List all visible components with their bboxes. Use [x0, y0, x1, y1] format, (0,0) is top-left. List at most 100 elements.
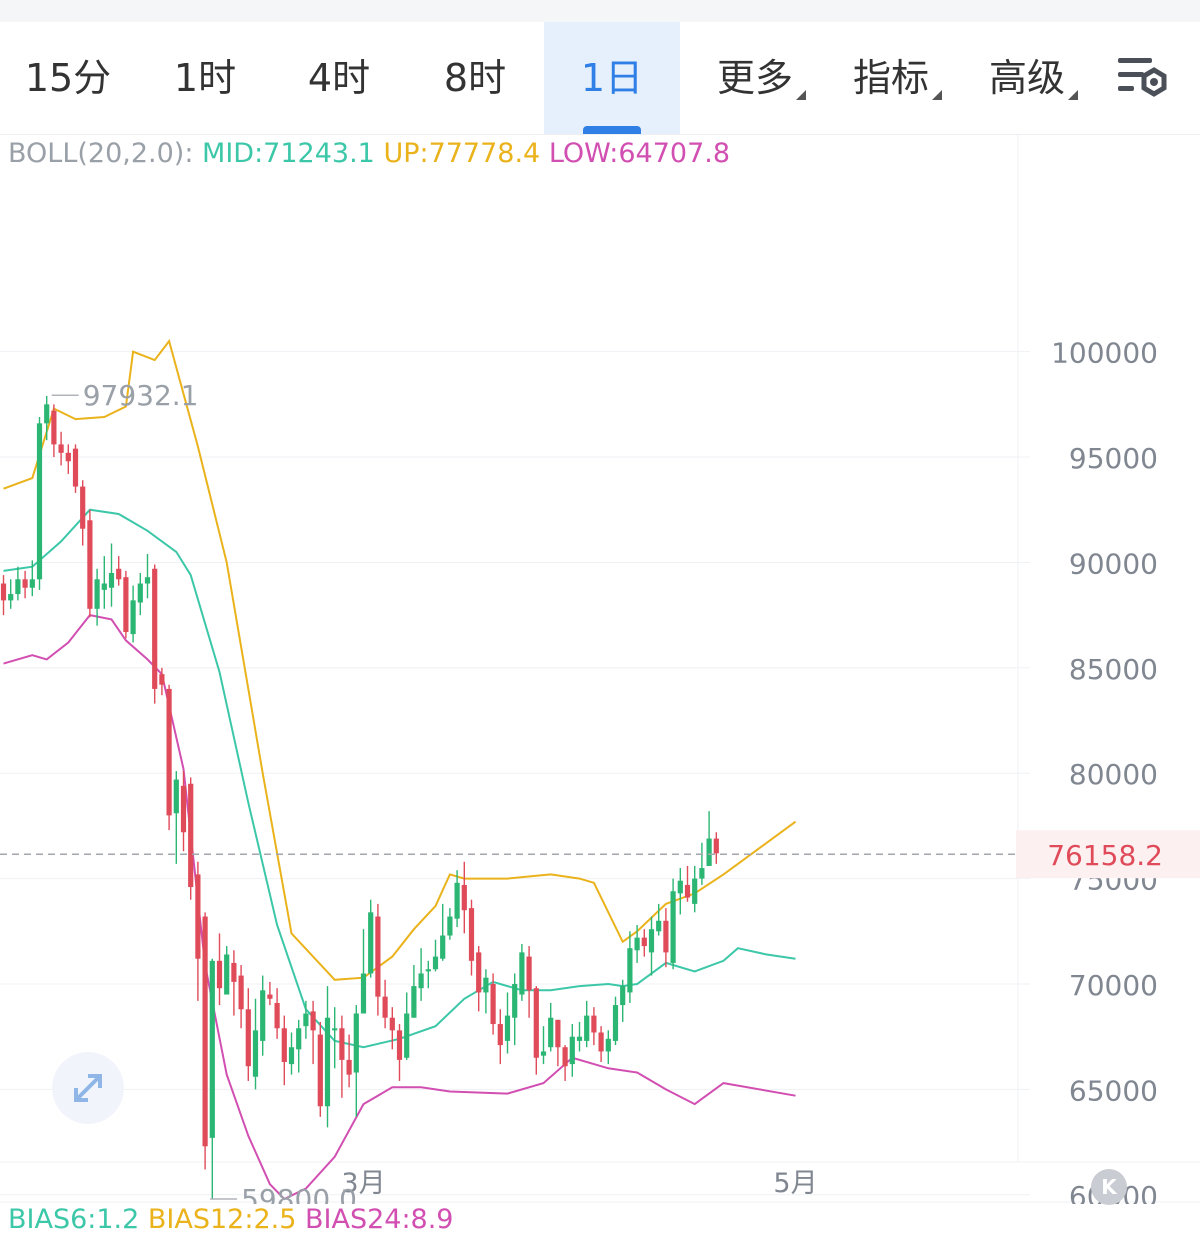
- candle-body: [332, 1028, 338, 1031]
- candle: [584, 1000, 590, 1048]
- candle: [324, 986, 331, 1128]
- candle: [404, 992, 410, 1060]
- candle-body: [65, 452, 71, 462]
- candle: [605, 1030, 611, 1065]
- candle: [15, 566, 21, 601]
- candle: [548, 1002, 554, 1052]
- dropdown-caret-icon: [1068, 90, 1078, 100]
- tab-4h[interactable]: 4时: [294, 22, 384, 134]
- timeframe-tabbar: 15分 1时 4时 8时 1日 更多 指标 高级: [0, 22, 1200, 135]
- candle-body: [267, 994, 273, 999]
- tab-more[interactable]: 更多: [700, 22, 810, 134]
- candle: [274, 988, 280, 1039]
- legend-mid: MID:71243.1: [202, 138, 375, 169]
- candle: [713, 832, 719, 864]
- candle: [188, 777, 194, 900]
- candle-body: [180, 785, 187, 833]
- expand-icon: [74, 1074, 102, 1102]
- candle: [159, 667, 165, 696]
- candle: [58, 431, 64, 466]
- tab-advanced[interactable]: 高级: [972, 22, 1082, 134]
- candle-body: [519, 952, 525, 995]
- candle: [411, 965, 417, 1018]
- candle: [476, 946, 482, 1012]
- chart-settings-button[interactable]: [1110, 52, 1174, 108]
- candle-body: [173, 779, 179, 814]
- tab-15min[interactable]: 15分: [18, 22, 118, 134]
- candle: [353, 1005, 359, 1117]
- candle-body: [8, 594, 14, 601]
- candle-body: [339, 1028, 345, 1060]
- candle-body: [0, 583, 7, 601]
- kline-chart[interactable]: 1000009500090000850008000075000700006500…: [0, 134, 1200, 1204]
- candle-body: [101, 583, 107, 590]
- candle-body: [29, 579, 35, 588]
- candle: [288, 1032, 295, 1075]
- y-tick-label: 90000: [1069, 547, 1158, 580]
- candle-body: [591, 1015, 597, 1033]
- candle: [641, 929, 647, 957]
- candle-body: [418, 973, 424, 989]
- legend-low: LOW:64707.8: [548, 138, 731, 169]
- candle-body: [713, 838, 719, 854]
- candle: [418, 948, 424, 1001]
- candle: [447, 908, 453, 940]
- tab-label: 高级: [988, 56, 1065, 100]
- tab-label: 8时: [443, 56, 507, 100]
- kline-toggle-button[interactable]: K: [1091, 1169, 1127, 1205]
- candle: [576, 1021, 583, 1052]
- candle-body: [238, 975, 244, 1010]
- status-strip: [0, 0, 1200, 22]
- boll-mid-band: [3, 508, 796, 1049]
- candle: [144, 554, 151, 599]
- candle-body: [548, 1017, 554, 1048]
- candle: [425, 960, 431, 989]
- bias12: BIAS12:2.5: [147, 1204, 297, 1235]
- candle: [569, 1024, 575, 1077]
- candle: [94, 568, 100, 626]
- candle: [252, 998, 259, 1090]
- y-tick-label: 70000: [1069, 969, 1158, 1002]
- candle-body: [346, 1059, 352, 1075]
- candle: [130, 585, 136, 643]
- candle-body: [569, 1036, 575, 1065]
- candle-body: [116, 568, 122, 580]
- candle-body: [461, 884, 467, 911]
- candle: [375, 903, 381, 1016]
- candle: [612, 996, 619, 1046]
- candle: [137, 572, 143, 616]
- expand-button[interactable]: [52, 1052, 124, 1124]
- candle-body: [188, 783, 194, 888]
- candle-body: [490, 984, 496, 1025]
- bias24: BIAS24:8.9: [305, 1204, 454, 1235]
- candle: [591, 1007, 597, 1046]
- candle-body: [303, 1013, 309, 1027]
- candle-body: [504, 1015, 511, 1041]
- candle-body: [224, 954, 230, 995]
- candle: [490, 973, 496, 1035]
- candle: [281, 1015, 287, 1086]
- candle-body: [432, 956, 439, 970]
- max-price-label: 97932.1: [83, 379, 199, 412]
- candle: [533, 986, 539, 1075]
- tab-indicators[interactable]: 指标: [836, 22, 946, 134]
- candle-body: [598, 1032, 604, 1052]
- tab-8h[interactable]: 8时: [430, 22, 520, 134]
- candle: [152, 564, 158, 704]
- candle-body: [209, 960, 215, 1138]
- candle: [454, 870, 460, 928]
- candle-body: [245, 1009, 251, 1067]
- candle-body: [389, 1017, 395, 1031]
- candle: [310, 1000, 316, 1065]
- candle: [108, 543, 115, 607]
- candle-body: [670, 891, 676, 963]
- candle: [663, 908, 669, 968]
- candle: [180, 771, 187, 852]
- tab-1h[interactable]: 1时: [160, 22, 250, 134]
- tab-1d[interactable]: 1日: [544, 22, 680, 134]
- candle: [497, 1009, 503, 1065]
- candle: [706, 811, 712, 866]
- candle: [123, 570, 129, 639]
- candle-body: [447, 916, 453, 936]
- candle-body: [425, 969, 431, 972]
